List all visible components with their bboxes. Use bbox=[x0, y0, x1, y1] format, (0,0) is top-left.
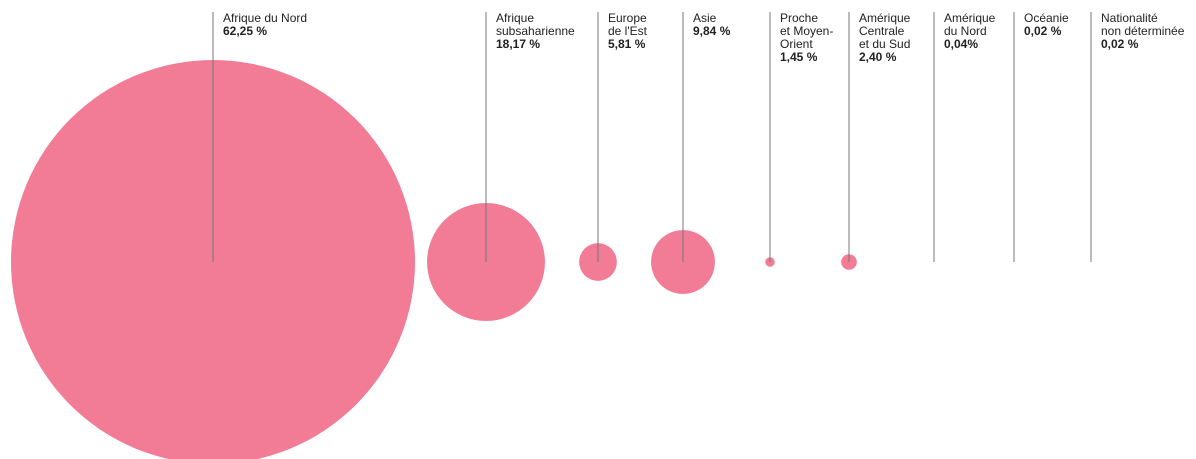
value-label: 0,02 % bbox=[1101, 37, 1139, 51]
value-label: 2,40 % bbox=[859, 50, 897, 64]
category-label: Proche et Moyen- Orient bbox=[780, 11, 834, 51]
value-label: 0,02 % bbox=[1024, 24, 1062, 38]
category-label: Amérique Centrale et du Sud bbox=[859, 11, 911, 51]
category-label: Amérique du Nord bbox=[944, 11, 996, 38]
category-label: Europe de l'Est bbox=[608, 11, 647, 38]
category-label: Asie bbox=[693, 11, 717, 25]
label: Océanie 0,02 % bbox=[1024, 12, 1069, 38]
value-label: 0,04% bbox=[944, 37, 979, 51]
label: Europe de l'Est 5,81 % bbox=[608, 12, 647, 51]
label: Afrique du Nord 62,25 % bbox=[223, 12, 307, 38]
category-label: Nationalité non déterminée bbox=[1101, 11, 1185, 38]
label: Afrique subsaharienne 18,17 % bbox=[496, 12, 575, 51]
value-label: 9,84 % bbox=[693, 24, 731, 38]
label: Amérique du Nord 0,04% bbox=[944, 12, 995, 51]
label: Nationalité non déterminée 0,02 % bbox=[1101, 12, 1184, 51]
label: Amérique Centrale et du Sud 2,40 % bbox=[859, 12, 910, 64]
category-label: Océanie bbox=[1024, 11, 1069, 25]
value-label: 18,17 % bbox=[496, 37, 541, 51]
value-label: 5,81 % bbox=[608, 37, 646, 51]
label: Proche et Moyen- Orient 1,45 % bbox=[780, 12, 833, 64]
label: Asie 9,84 % bbox=[693, 12, 730, 38]
value-label: 62,25 % bbox=[223, 24, 268, 38]
category-label: Afrique subsaharienne bbox=[496, 11, 575, 38]
category-label: Afrique du Nord bbox=[223, 11, 308, 25]
value-label: 1,45 % bbox=[780, 50, 818, 64]
